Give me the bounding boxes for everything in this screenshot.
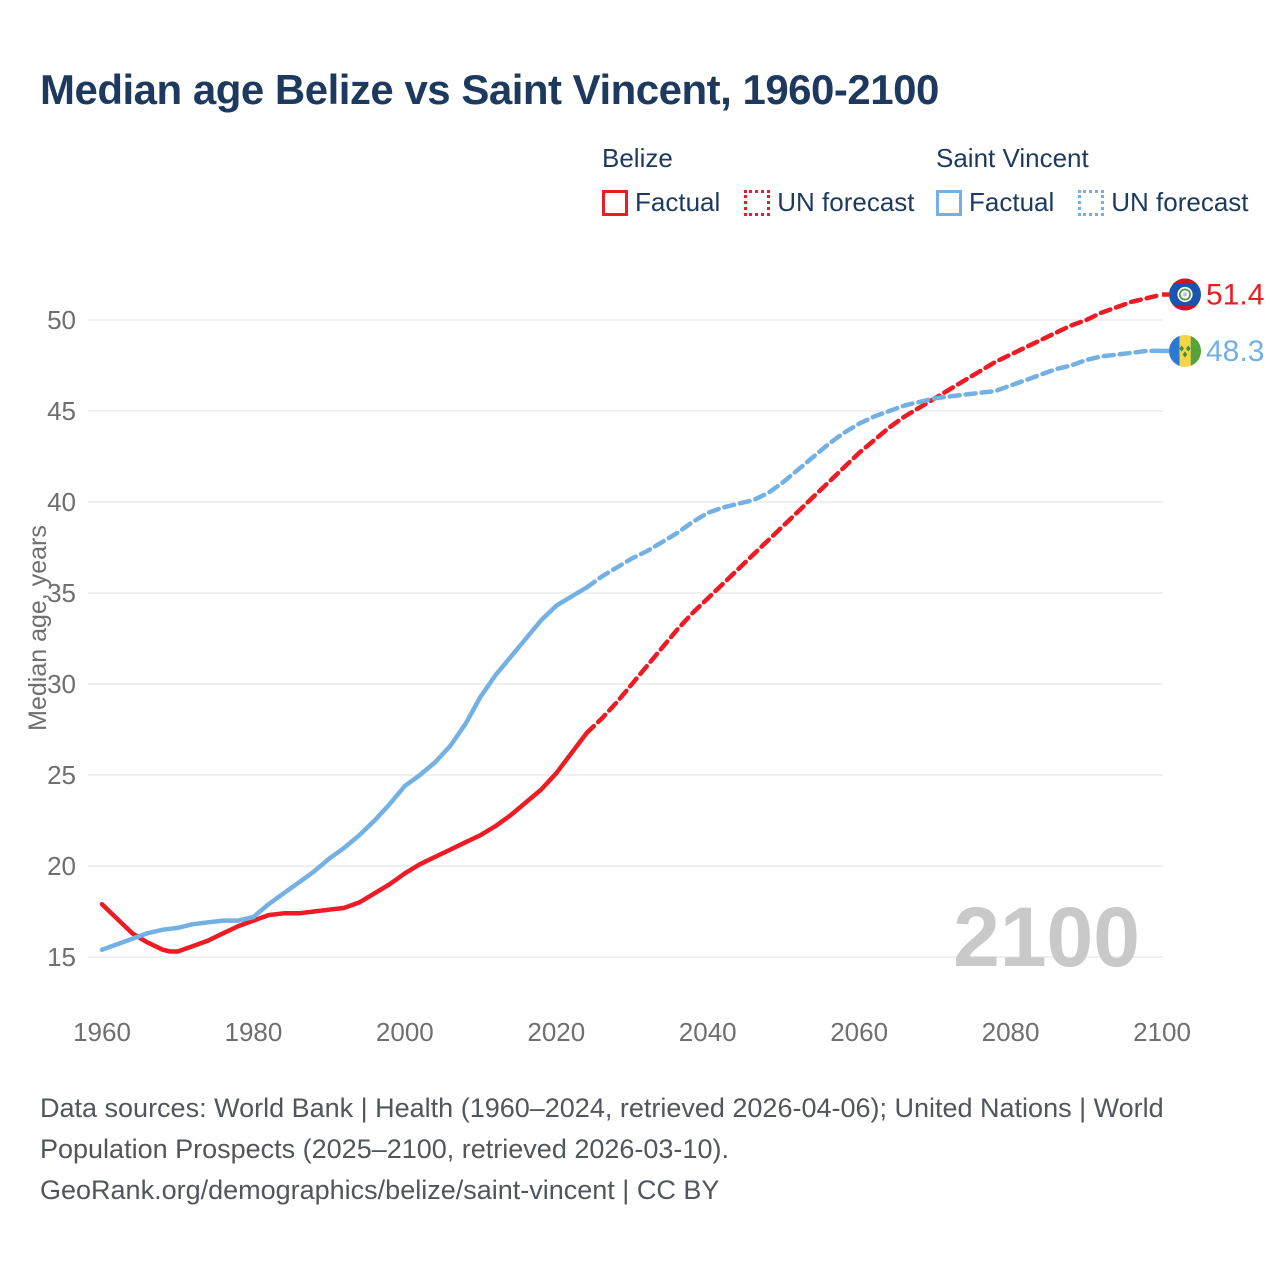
x-tick-label: 1980 <box>225 1017 283 1047</box>
y-tick-label: 45 <box>47 396 76 426</box>
legend-group-title: Saint Vincent <box>936 143 1089 173</box>
footer: Data sources: World Bank | Health (1960–… <box>40 1088 1220 1211</box>
saint-vincent-forecast-swatch-icon <box>1078 189 1105 216</box>
belize-flag-icon <box>1169 278 1201 311</box>
legend-group-saint-vincent: Saint Vincent Factual UN forecast <box>936 143 1249 218</box>
x-tick-label: 2000 <box>376 1017 434 1047</box>
legend-label-factual: Factual <box>635 187 721 217</box>
x-tick-label: 2080 <box>982 1017 1040 1047</box>
page-title: Median age Belize vs Saint Vincent, 1960… <box>40 66 939 113</box>
y-tick-label: 30 <box>47 669 76 699</box>
belize-factual-swatch-icon <box>602 189 628 216</box>
legend-group-belize: Belize Factual UN forecast <box>602 143 915 218</box>
y-axis-title: Median age, years <box>24 525 52 731</box>
y-tick-label: 50 <box>47 305 76 335</box>
legend-group-title: Belize <box>602 143 673 173</box>
x-tick-label: 2040 <box>679 1017 737 1047</box>
y-tick-label: 20 <box>47 851 76 881</box>
footer-attribution: GeoRank.org/demographics/belize/saint-vi… <box>40 1175 720 1205</box>
y-tick-label: 35 <box>47 578 76 608</box>
x-tick-label: 2100 <box>1133 1017 1191 1047</box>
series-line-belize-forecast <box>584 292 1165 736</box>
watermark: 2100 <box>953 890 1140 984</box>
series-line-belize-factual <box>99 730 589 954</box>
legend-label-forecast: UN forecast <box>777 187 915 217</box>
x-tick-label: 2020 <box>527 1017 585 1047</box>
legend-label-factual: Factual <box>969 187 1055 217</box>
saint-vincent-flag-icon <box>1169 334 1201 367</box>
y-tick-label: 25 <box>47 760 76 790</box>
series-line-saint-vincent-forecast <box>584 348 1165 590</box>
belize-forecast-swatch-icon <box>744 189 771 216</box>
end-value-label: 48.3 <box>1206 335 1264 368</box>
y-tick-label: 40 <box>47 487 76 517</box>
footer-data-sources-line1: Data sources: World Bank | Health (1960–… <box>40 1093 1164 1123</box>
y-tick-label: 15 <box>47 942 76 972</box>
x-tick-label: 1960 <box>73 1017 131 1047</box>
end-value-label: 51.4 <box>1206 279 1264 312</box>
footer-data-sources-line2: Population Prospects (2025–2100, retriev… <box>40 1134 729 1164</box>
legend-label-forecast: UN forecast <box>1111 187 1249 217</box>
saint-vincent-factual-swatch-icon <box>936 189 962 216</box>
series-line-saint-vincent-factual <box>99 585 589 952</box>
x-tick-label: 2060 <box>830 1017 888 1047</box>
